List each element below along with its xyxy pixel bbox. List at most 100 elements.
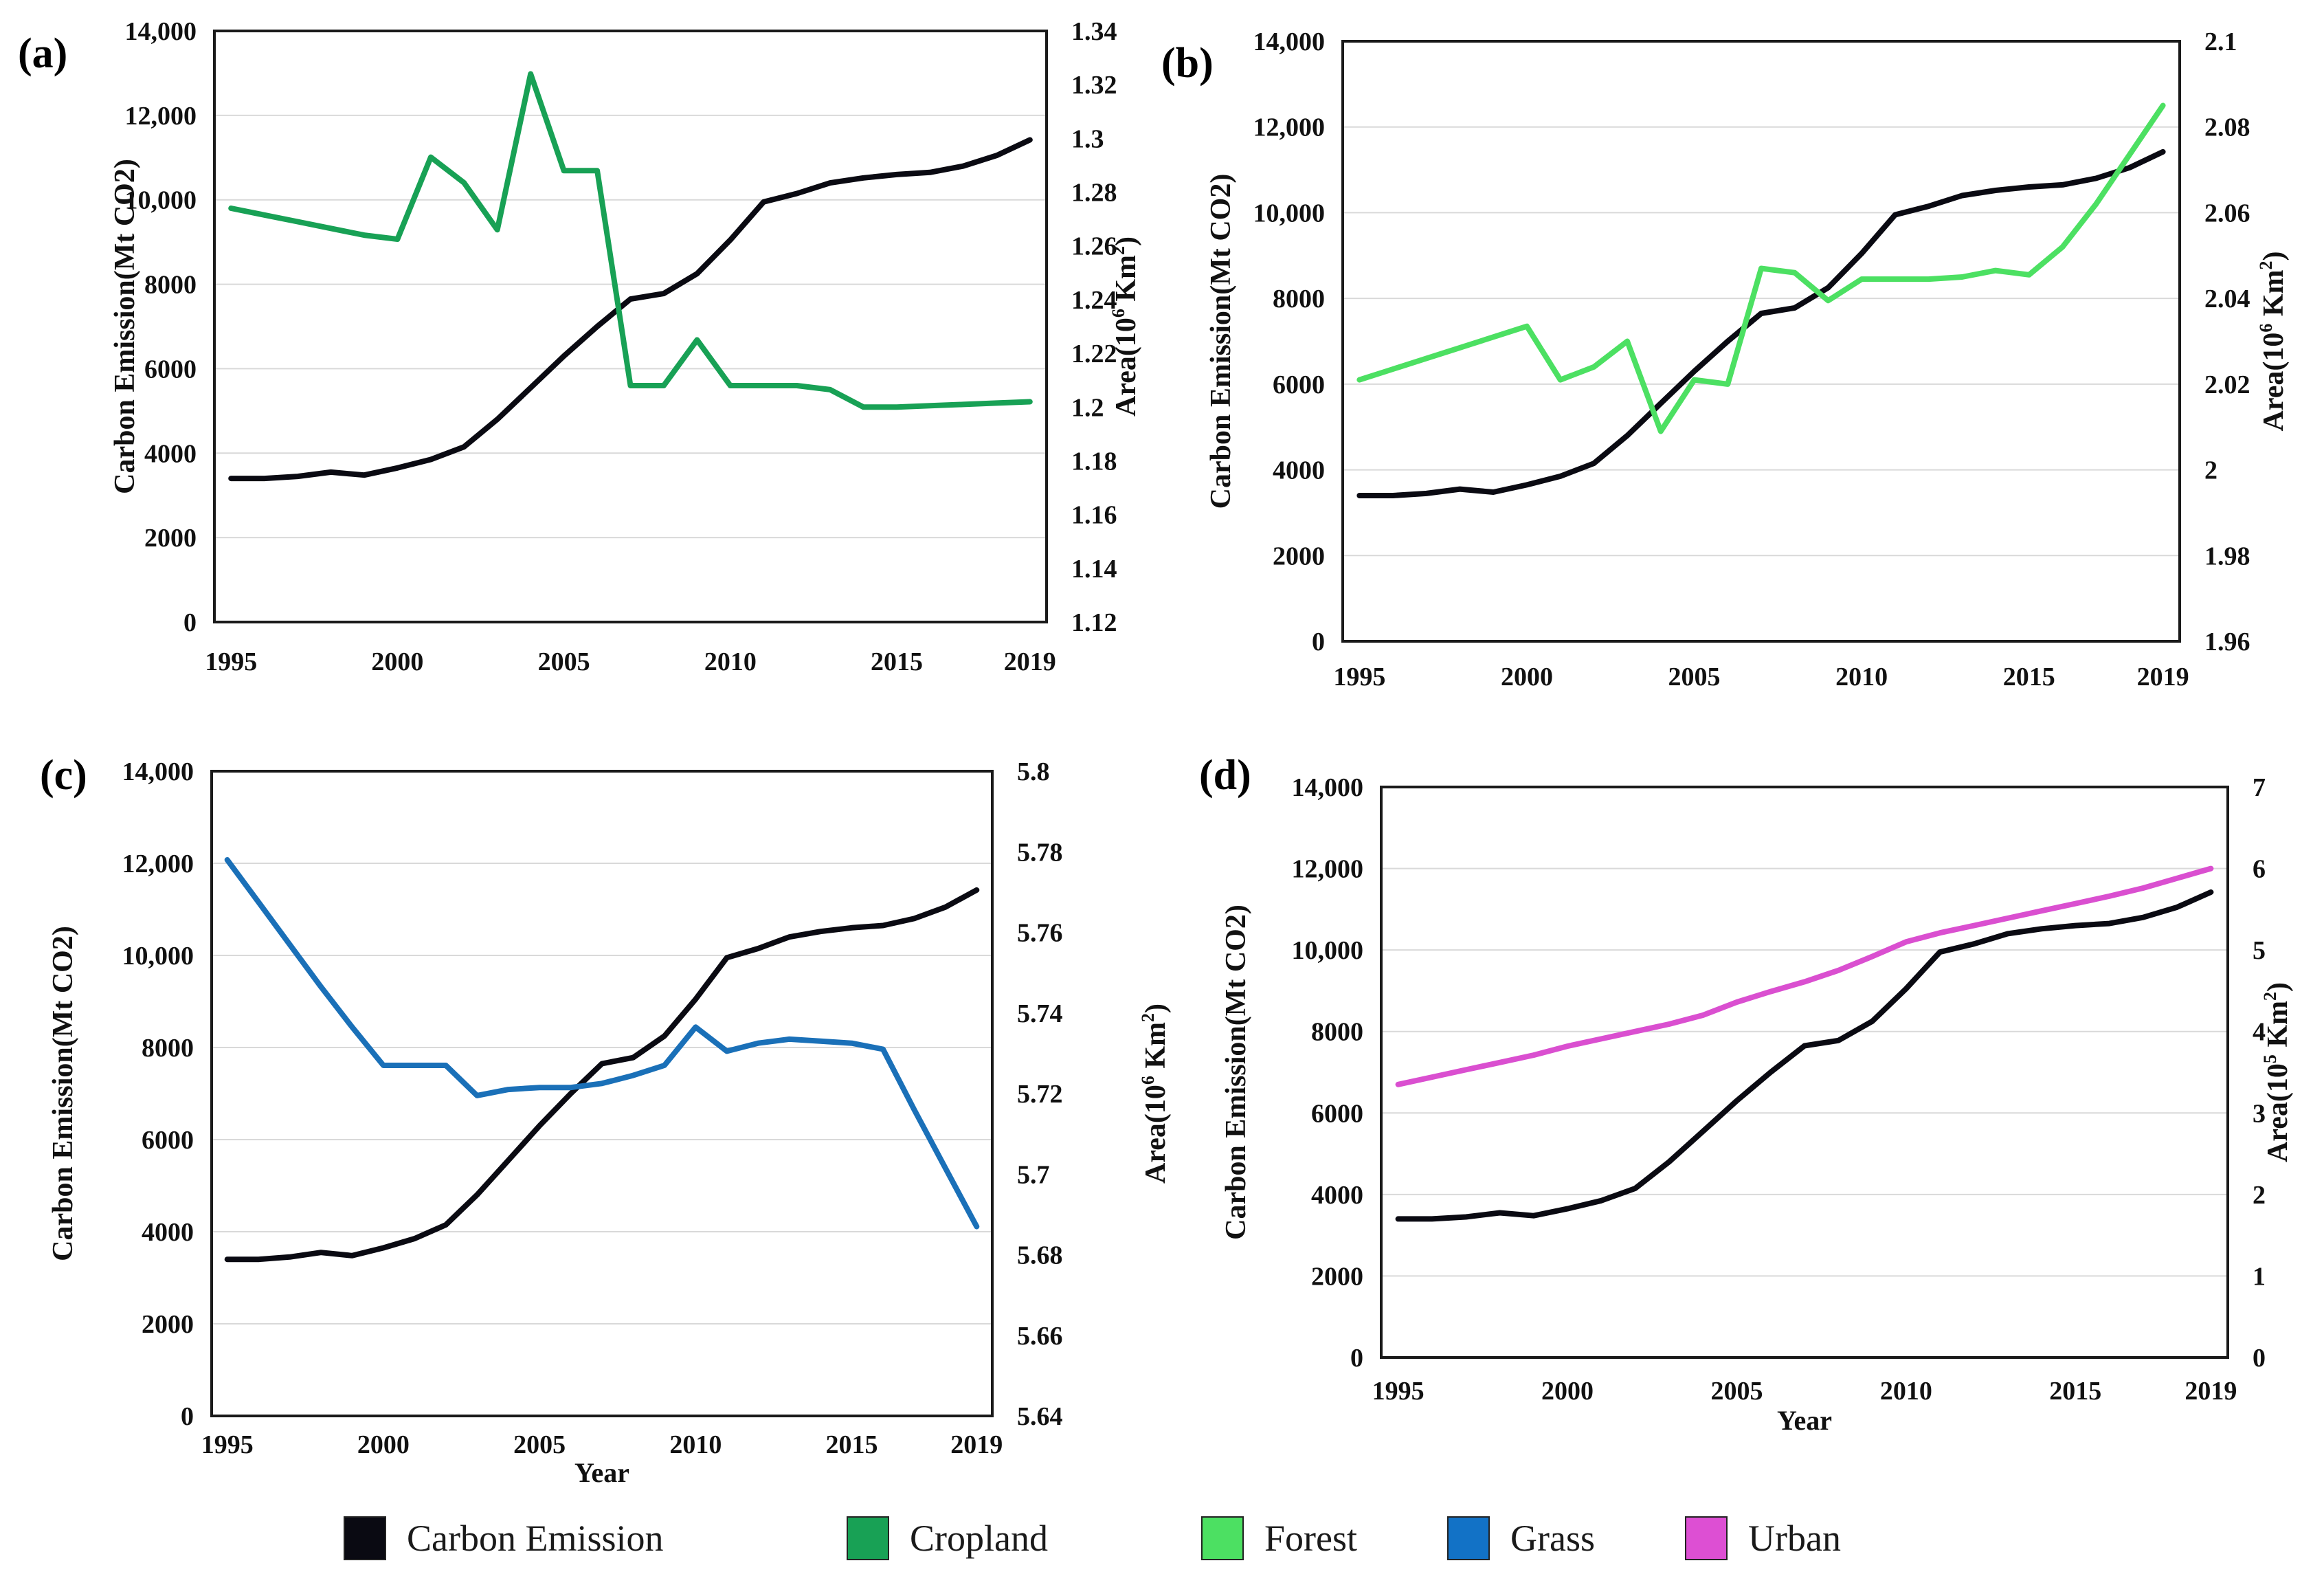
- legend-item-cropland: Cropland: [847, 1516, 1048, 1560]
- right-axis-tick-label: 1.24: [1071, 286, 1117, 315]
- forest-swatch: [1201, 1516, 1244, 1560]
- left-axis-tick-label: 4000: [144, 439, 197, 468]
- legend-item-urban: Urban: [1685, 1516, 1841, 1560]
- left-axis-tick-label: 2000: [144, 524, 197, 553]
- left-axis-tick-label: 12,000: [125, 102, 197, 131]
- x-axis-tick-label: 2015: [826, 1430, 878, 1459]
- left-axis-tick-label: 0: [1312, 628, 1325, 656]
- right-axis-tick-label: 1.28: [1071, 179, 1117, 208]
- x-axis-tick-label: 2000: [357, 1430, 410, 1459]
- plot-border: [210, 770, 994, 1417]
- right-axis-tick-label: 1.22: [1071, 340, 1117, 368]
- right-axis-tick-label: 6: [2253, 855, 2266, 884]
- grass-line: [224, 857, 980, 1230]
- x-axis-tick-label: 2019: [2185, 1377, 2237, 1406]
- right-axis-tick-label: 5.66: [1017, 1322, 1063, 1351]
- legend-label: Forest: [1264, 1518, 1357, 1559]
- right-axis-tick-label: 1.14: [1071, 555, 1117, 584]
- legend-item-grass: Grass: [1447, 1516, 1595, 1560]
- left-axis-tick-label: 0: [183, 608, 197, 637]
- right-axis-tick-label: 3: [2253, 1099, 2266, 1128]
- right-axis-title: Area(105​ Km2​): [2260, 982, 2294, 1162]
- carbon-emission-line: [224, 887, 980, 1263]
- x-axis-tick-label: 2019: [950, 1430, 1003, 1459]
- panel-a: 0 2000 4000 6000 8000 10,000 12,000 14,000 1.12 1…: [18, 17, 1142, 676]
- x-axis-tick-label: 2000: [1541, 1377, 1594, 1406]
- right-axis-tick-label: 1.32: [1071, 71, 1117, 100]
- x-axis-tick-label: 2005: [1668, 663, 1721, 691]
- left-axis-tick-label: 10,000: [1253, 199, 1326, 228]
- right-axis-tick-label: 2.06: [2204, 199, 2250, 228]
- right-axis-tick-label: 2: [2204, 456, 2217, 485]
- cropland-swatch: [847, 1516, 889, 1560]
- right-axis-tick-label: 5.7: [1017, 1160, 1050, 1189]
- forest-line: [1356, 102, 2166, 434]
- x-axis-tick-label: 2000: [371, 647, 423, 676]
- panel-letter: (a): [18, 30, 67, 77]
- right-axis-tick-label: 1.98: [2204, 542, 2250, 570]
- left-axis-tick-label: 8000: [1311, 1018, 1363, 1047]
- panel-letter: (c): [40, 752, 87, 799]
- carbon-emission-line: [228, 137, 1033, 482]
- panel-letter: (b): [1161, 40, 1214, 87]
- left-axis-tick-label: 14,000: [122, 757, 194, 786]
- left-axis-tick-label: 12,000: [1292, 855, 1364, 884]
- left-axis-tick-label: 12,000: [122, 850, 194, 878]
- panel-d: 0 2000 4000 6000 8000 10,000 12,000 14,000 0 1 2 3 4…: [1199, 752, 2294, 1436]
- left-axis-tick-label: 10,000: [125, 186, 197, 215]
- left-axis-tick-label: 8000: [1273, 285, 1325, 313]
- right-axis-tick-label: 1.96: [2204, 628, 2250, 656]
- panel-b: 0 2000 4000 6000 8000 10,000 12,000 14,000 1.96 1…: [1161, 27, 2290, 691]
- right-axis-tick-label: 5.64: [1017, 1402, 1063, 1431]
- right-axis-tick-label: 2.08: [2204, 113, 2250, 142]
- left-axis-tick-label: 6000: [1311, 1099, 1363, 1128]
- left-axis-tick-label: 8000: [144, 271, 197, 300]
- right-axis-tick-label: 5.74: [1017, 999, 1063, 1028]
- legend-item-carbon-emission: Carbon Emission: [344, 1516, 664, 1560]
- right-axis-tick-label: 1.3: [1071, 124, 1104, 153]
- right-axis-tick-label: 4: [2253, 1018, 2266, 1047]
- left-axis-tick-label: 0: [1350, 1344, 1363, 1373]
- right-axis-tick-label: 5.68: [1017, 1241, 1063, 1270]
- left-axis-tick-label: 4000: [142, 1218, 194, 1247]
- right-axis-tick-label: 1.26: [1071, 232, 1117, 261]
- legend-label: Grass: [1510, 1518, 1595, 1559]
- right-axis-tick-label: 1.12: [1071, 608, 1117, 637]
- panel-c: 0 2000 4000 6000 8000 10,000 12,000 14,000 5.64 5…: [40, 752, 1172, 1488]
- urban-swatch: [1685, 1516, 1728, 1560]
- x-axis-tick-label: 1995: [1372, 1377, 1424, 1406]
- right-axis-tick-label: 2.04: [2204, 285, 2250, 313]
- x-axis-tick-label: 1995: [201, 1430, 254, 1459]
- right-axis-tick-label: 5.76: [1017, 919, 1063, 948]
- legend-label: Urban: [1748, 1518, 1841, 1559]
- x-axis-title: Year: [574, 1457, 629, 1488]
- x-axis-tick-label: 2015: [2049, 1377, 2101, 1406]
- right-axis-tick-label: 1.16: [1071, 501, 1117, 530]
- cropland-line: [228, 71, 1033, 410]
- legend-item-forest: Forest: [1201, 1516, 1357, 1560]
- right-axis-tick-label: 1.34: [1071, 17, 1117, 46]
- right-axis-title: Area(106​ Km2​): [2256, 252, 2290, 432]
- left-axis-tick-label: 10,000: [1292, 936, 1364, 965]
- x-axis-tick-label: 2010: [669, 1430, 722, 1459]
- right-axis-title: Area(106​ Km2​): [1138, 1004, 1172, 1184]
- left-axis-title: Carbon Emission(Mt CO2): [1205, 174, 1237, 509]
- x-axis-tick-label: 2000: [1501, 663, 1553, 691]
- right-axis-title: Area(106​ Km2​): [1108, 236, 1142, 417]
- x-axis-tick-label: 2019: [1004, 647, 1056, 676]
- left-axis-tick-label: 14,000: [125, 17, 197, 46]
- right-axis-tick-label: 2: [2253, 1181, 2266, 1210]
- left-axis-tick-label: 14,000: [1253, 27, 1326, 56]
- left-axis-title: Carbon Emission(Mt CO2): [1220, 905, 1252, 1240]
- x-axis-tick-label: 1995: [1333, 663, 1385, 691]
- x-axis-tick-label: 2005: [513, 1430, 566, 1459]
- legend-label: Carbon Emission: [407, 1518, 664, 1559]
- left-axis-title: Carbon Emission(Mt CO2): [47, 926, 79, 1261]
- panel-letter: (d): [1199, 752, 1251, 799]
- x-axis-tick-label: 2015: [2003, 663, 2055, 691]
- x-axis-tick-label: 2010: [704, 647, 757, 676]
- grass-swatch: [1447, 1516, 1490, 1560]
- legend: Carbon Emission Cropland Forest Grass Ur…: [0, 1516, 2324, 1582]
